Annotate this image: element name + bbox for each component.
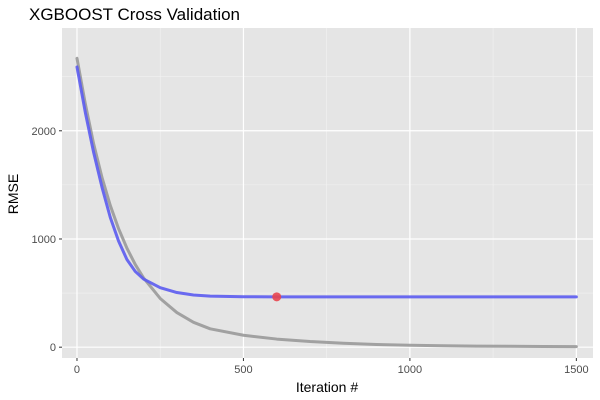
y-tick-label: 0 [50,342,56,354]
x-tick-label: 500 [234,364,252,376]
best-iteration-point [272,292,282,302]
x-axis-title: Iteration # [296,379,358,395]
point-layer [272,292,282,302]
x-tick-label: 1000 [398,364,422,376]
y-axis-title: RMSE [5,174,21,214]
series-layer [75,56,578,349]
axis-layer: 0 500 1000 1500 0 1000 2000 [32,126,589,376]
series-line-test [75,65,578,299]
x-tick-label: 1500 [564,364,588,376]
y-tick-label: 1000 [32,234,56,246]
plot-panel [62,28,593,358]
y-tick-label: 2000 [32,126,56,138]
x-tick-label: 0 [74,364,80,376]
grid-layer [62,28,593,358]
chart-title: XGBOOST Cross Validation [29,5,240,24]
series-line-train [75,56,578,349]
